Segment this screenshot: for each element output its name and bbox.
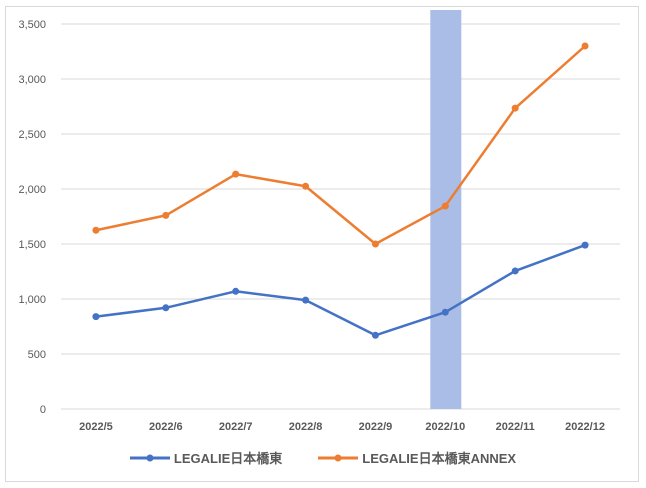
x-tick-label: 2022/7 — [219, 421, 253, 433]
y-tick-label: 3,000 — [18, 74, 46, 86]
data-point — [581, 42, 589, 50]
data-point — [92, 313, 100, 321]
data-point — [302, 182, 310, 190]
data-point — [232, 170, 240, 178]
x-tick-label: 2022/11 — [496, 421, 535, 433]
legend-item-series-2: LEGALIE日本橋東ANNEX — [318, 448, 516, 467]
legend-marker-blue-icon — [129, 454, 170, 461]
series-line-1 — [95, 243, 586, 337]
legend-marker-orange-icon — [318, 454, 359, 461]
x-tick-label: 2022/8 — [289, 421, 323, 433]
data-point — [232, 287, 240, 295]
data-point — [441, 202, 449, 210]
y-tick-label: 500 — [28, 349, 46, 361]
x-tick-label: 2022/5 — [79, 421, 113, 433]
legend: LEGALIE日本橋東 LEGALIE日本橋東ANNEX — [0, 448, 646, 467]
data-point — [511, 104, 519, 112]
legend-label: LEGALIE日本橋東 — [173, 451, 283, 466]
data-point — [302, 296, 310, 304]
data-point — [581, 241, 589, 249]
y-tick-label: 0 — [40, 404, 46, 416]
y-tick-label: 1,000 — [18, 294, 46, 306]
data-point — [162, 211, 170, 219]
x-tick-label: 2022/9 — [359, 421, 393, 433]
x-tick-label: 2022/10 — [425, 421, 465, 433]
data-point — [371, 240, 379, 248]
y-tick-label: 2,000 — [18, 184, 46, 196]
data-point — [162, 304, 170, 312]
legend-label: LEGALIE日本橋東ANNEX — [362, 451, 517, 466]
data-point — [441, 308, 449, 316]
y-tick-label: 1,500 — [18, 239, 46, 251]
legend-item-series-1: LEGALIE日本橋東 — [129, 448, 283, 467]
y-tick-label: 2,500 — [18, 129, 46, 141]
series-line-2 — [95, 45, 586, 246]
data-point — [92, 226, 100, 234]
data-point — [511, 267, 519, 275]
chart-area — [5, 6, 639, 482]
data-point — [371, 331, 379, 339]
x-tick-label: 2022/6 — [149, 421, 183, 433]
y-tick-label: 3,500 — [18, 19, 46, 31]
x-tick-label: 2022/12 — [565, 421, 605, 433]
